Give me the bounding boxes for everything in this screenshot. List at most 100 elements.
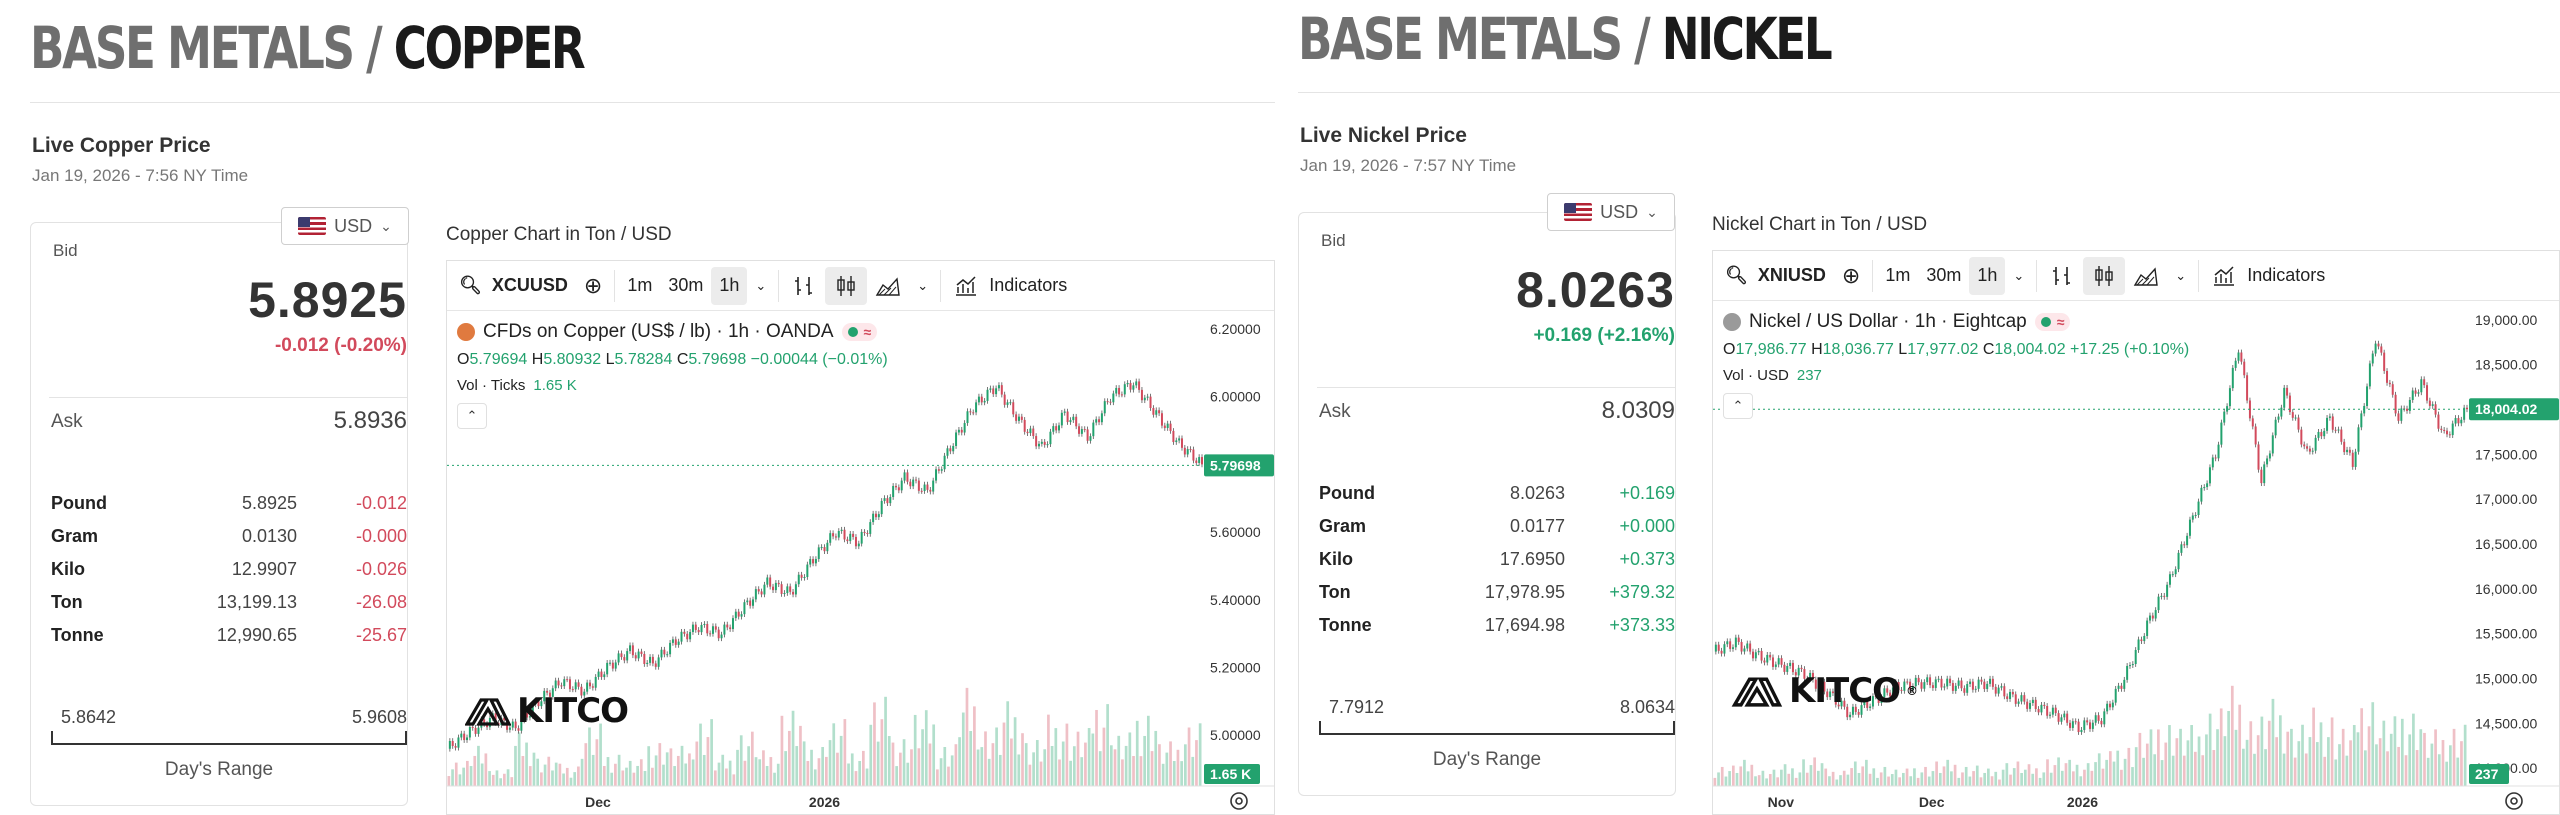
volume-bar xyxy=(1935,761,1938,786)
ohlc-high: 18,036.77 xyxy=(1822,341,1894,358)
volume-bar xyxy=(1076,731,1080,786)
candle-body xyxy=(2183,544,2186,546)
interval-1h[interactable]: 1h xyxy=(1969,256,2006,295)
candle-body xyxy=(1986,683,1989,690)
settings-icon[interactable] xyxy=(1230,792,1248,810)
y-tick-label: 6.00000 xyxy=(1210,389,1261,405)
price-plot[interactable]: 19,000.00 18,500.00 17,500.00 17,000.00 16,5… xyxy=(1713,302,2560,815)
indicators-button[interactable]: Indicators xyxy=(945,261,1075,311)
volume-bar xyxy=(2460,741,2463,786)
chevron-up-icon: ⌃ xyxy=(1732,398,1744,413)
interval-30m[interactable]: 30m xyxy=(1926,265,1962,285)
candles-button[interactable] xyxy=(2083,256,2126,295)
unit-row-ton: Ton 17,978.95 +379.32 xyxy=(1319,582,1675,615)
candle-body xyxy=(2128,665,2131,667)
interval-1m[interactable]: 1m xyxy=(1885,265,1911,285)
chart-type-dropdown[interactable]: ⌄ xyxy=(909,261,936,311)
candle-body xyxy=(2340,429,2343,442)
candle-body xyxy=(1052,426,1055,432)
candle-body xyxy=(451,741,454,746)
interval-30m[interactable]: 30m xyxy=(668,275,704,295)
candle-body xyxy=(2031,699,2034,704)
compare-button[interactable]: ⊕ xyxy=(1834,251,1868,301)
price-plot[interactable]: 6.200006.000005.800005.600005.400005.200… xyxy=(447,312,1275,815)
currency-select[interactable]: USD ⌄ xyxy=(1547,193,1675,231)
volume-bar xyxy=(2364,750,2367,786)
bar-style-button[interactable] xyxy=(2041,251,2083,301)
collapse-legend-button[interactable]: ⌃ xyxy=(457,403,487,429)
candle-body xyxy=(2094,715,2097,723)
indicators-button[interactable]: Indicators xyxy=(2203,251,2333,301)
candle-body xyxy=(1960,680,1963,689)
last-price-label: 5.79698 xyxy=(1210,457,1261,473)
bid-value: 5.8925 xyxy=(248,272,407,328)
unit-row-pound: Pound 8.0263 +0.169 xyxy=(1319,483,1675,516)
volume-bar xyxy=(991,743,995,786)
candle-body xyxy=(920,490,923,492)
volume-bar xyxy=(495,770,499,786)
candle-body xyxy=(2274,419,2277,436)
category-label: BASE METALS xyxy=(1298,5,1623,73)
candle-body xyxy=(837,531,840,538)
symbol-label: XNIUSD xyxy=(1757,265,1826,285)
candle-body xyxy=(800,574,803,578)
candle-body xyxy=(1037,443,1040,447)
candle-body xyxy=(2371,353,2374,364)
candle-body xyxy=(2208,467,2211,484)
candle-body xyxy=(923,484,926,491)
volume-bar xyxy=(910,749,913,786)
interval-dropdown[interactable]: ⌄ xyxy=(747,261,774,311)
candle-body xyxy=(2377,343,2380,347)
volume-bar xyxy=(2212,750,2216,786)
candle-body xyxy=(1771,657,1774,667)
volume-bar xyxy=(791,710,795,786)
volume-bar xyxy=(950,755,954,786)
collapse-legend-button[interactable]: ⌃ xyxy=(1723,393,1753,419)
area-style-button[interactable] xyxy=(867,261,909,311)
volume-bar xyxy=(1813,757,1816,786)
volume-bar xyxy=(2208,713,2212,786)
candle-body xyxy=(2151,615,2154,619)
candle-body xyxy=(2226,406,2229,412)
symbol-search[interactable]: 🔍︎ XNIUSD xyxy=(1713,251,1834,301)
volume-bar xyxy=(1805,772,1809,786)
volume-bar xyxy=(2012,768,2016,786)
bar-style-button[interactable] xyxy=(783,261,825,311)
page-title: BASE METALS / NICKEL xyxy=(1298,5,1833,73)
volume-bar xyxy=(721,754,725,786)
interval-1m[interactable]: 1m xyxy=(627,275,653,295)
volume-bar xyxy=(2312,707,2315,786)
candle-body xyxy=(1926,677,1929,683)
candle-body xyxy=(609,662,612,664)
interval-1h[interactable]: 1h xyxy=(711,266,748,305)
volume-bar xyxy=(1195,740,1198,786)
candle-body xyxy=(2131,664,2134,666)
area-style-button[interactable] xyxy=(2125,251,2167,301)
volume-tag-label: 1.65 K xyxy=(1210,766,1251,782)
volume-bar xyxy=(1757,775,1761,786)
volume-bar xyxy=(1746,771,1750,786)
unit-row-kilo: Kilo 12.9907 -0.026 xyxy=(51,559,407,592)
compare-button[interactable]: ⊕ xyxy=(576,261,610,311)
interval-dropdown[interactable]: ⌄ xyxy=(2005,251,2032,301)
candle-body xyxy=(663,649,666,655)
volume-bar xyxy=(1146,715,1150,786)
unit-value: 17,694.98 xyxy=(1484,615,1565,635)
candle-body xyxy=(774,582,777,591)
candles-button[interactable] xyxy=(825,266,868,305)
currency-select[interactable]: USD ⌄ xyxy=(281,207,409,245)
volume-bar xyxy=(543,764,547,786)
volume-bar xyxy=(1783,764,1787,786)
volume-bar xyxy=(2042,772,2046,786)
volume-bar xyxy=(2271,698,2275,786)
card-divider xyxy=(49,397,407,398)
candle-body xyxy=(1857,711,1860,715)
candle-body xyxy=(786,586,789,594)
candle-body xyxy=(2103,711,2106,725)
chart-type-dropdown[interactable]: ⌄ xyxy=(2167,251,2194,301)
candle-body xyxy=(2240,352,2243,362)
candle-body xyxy=(1994,686,1997,694)
page-title: BASE METALS / COPPER xyxy=(30,14,586,82)
symbol-search[interactable]: 🔍︎ XCUUSD xyxy=(447,261,576,311)
settings-icon[interactable] xyxy=(2505,792,2523,810)
